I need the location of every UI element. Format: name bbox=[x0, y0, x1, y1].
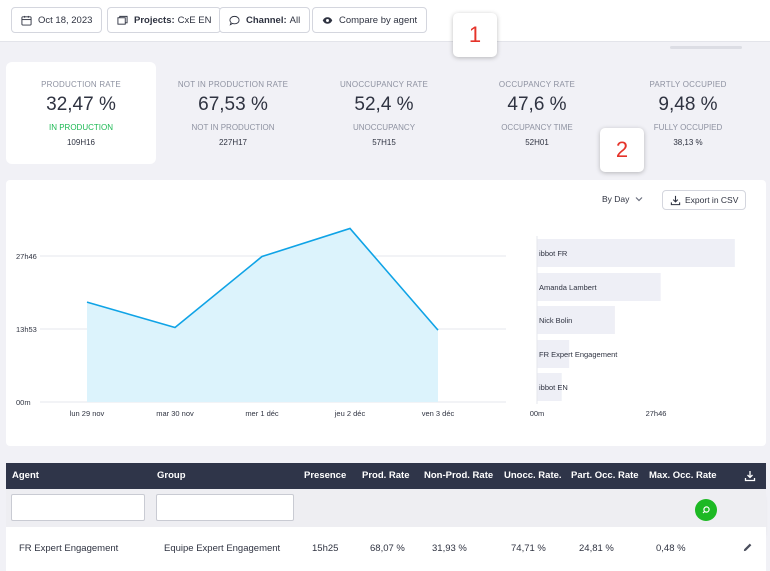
x-tick-label: mer 1 déc bbox=[245, 409, 279, 418]
kpi-label: NOT IN PRODUCTION RATE bbox=[177, 80, 289, 89]
kpi-sub-label: OCCUPANCY TIME bbox=[501, 123, 573, 132]
kpi-time: 52H01 bbox=[525, 138, 549, 147]
kpi-production-rate[interactable]: PRODUCTION RATE 32,47 % IN PRODUCTION 10… bbox=[6, 62, 156, 164]
group-filter-input[interactable] bbox=[156, 494, 294, 521]
kpi-sub-label: UNOCCUPANCY bbox=[352, 123, 416, 132]
kpi-unoccupancy-rate[interactable]: UNOCCUPANCY RATE 52,4 % UNOCCUPANCY 57H1… bbox=[309, 62, 459, 164]
kpi-label: OCCUPANCY RATE bbox=[498, 80, 576, 89]
cell-agent: FR Expert Engagement bbox=[19, 543, 119, 554]
compare-by-agent-label: Compare by agent bbox=[339, 14, 418, 26]
kpi-label: PRODUCTION RATE bbox=[41, 80, 121, 89]
kpi-time: 38,13 % bbox=[673, 138, 703, 147]
x-tick-label: 27h46 bbox=[646, 409, 667, 418]
search-button[interactable] bbox=[695, 499, 717, 521]
cell-prod-rate: 68,07 % bbox=[370, 543, 405, 554]
kpi-not-in-production-rate[interactable]: NOT IN PRODUCTION RATE 67,53 % NOT IN PR… bbox=[158, 62, 308, 164]
x-tick-label: ven 3 déc bbox=[422, 409, 455, 418]
kpi-sub-label: FULLY OCCUPIED bbox=[653, 123, 723, 132]
chat-bubble-icon bbox=[229, 15, 240, 26]
kpi-value: 32,47 % bbox=[46, 94, 116, 115]
kpi-value: 47,6 % bbox=[507, 94, 567, 115]
col-prod-rate[interactable]: Prod. Rate bbox=[362, 470, 410, 481]
period-dropdown[interactable]: By Day bbox=[602, 194, 643, 204]
folders-icon bbox=[117, 15, 128, 25]
projects-filter-label: Projects: bbox=[134, 14, 175, 26]
date-picker-button[interactable]: Oct 18, 2023 bbox=[11, 7, 103, 33]
kpi-value: 67,53 % bbox=[198, 94, 268, 115]
export-csv-label: Export in CSV bbox=[685, 195, 739, 205]
y-tick-label: 00m bbox=[16, 398, 31, 407]
date-label: Oct 18, 2023 bbox=[38, 14, 93, 26]
y-tick-label: 27h46 bbox=[16, 252, 37, 261]
bar[interactable] bbox=[537, 273, 661, 301]
bar[interactable] bbox=[537, 239, 735, 267]
y-tick-label: 13h53 bbox=[16, 325, 37, 334]
col-agent[interactable]: Agent bbox=[12, 470, 39, 481]
channel-filter-value: All bbox=[289, 14, 301, 26]
col-unocc-rate[interactable]: Unocc. Rate. bbox=[504, 470, 562, 481]
kpi-label: PARTLY OCCUPIED bbox=[649, 80, 727, 89]
bar-label: Amanda Lambert bbox=[539, 283, 597, 292]
cell-non-prod-rate: 31,93 % bbox=[432, 543, 467, 554]
download-icon bbox=[670, 195, 681, 205]
kpi-time: 227H17 bbox=[218, 138, 248, 147]
table-filter-row bbox=[6, 489, 766, 527]
projects-filter-button[interactable]: Projects: CxE EN bbox=[107, 7, 222, 33]
cell-group: Equipe Expert Engagement bbox=[164, 543, 281, 554]
channel-filter-label: Channel: bbox=[246, 14, 287, 26]
horizontal-scrollbar[interactable] bbox=[670, 46, 742, 49]
kpi-occupancy-rate[interactable]: OCCUPANCY RATE 47,6 % OCCUPANCY TIME 52H… bbox=[462, 62, 612, 164]
presence-area-chart: 00m 13h53 27h46 lun 29 nov mar 30 nov mer 1 d… bbox=[16, 227, 506, 418]
col-non-prod-rate[interactable]: Non-Prod. Rate bbox=[424, 470, 494, 481]
download-icon[interactable] bbox=[744, 470, 756, 482]
agent-filter-input[interactable] bbox=[11, 494, 145, 521]
col-part-occ-rate[interactable]: Part. Occ. Rate bbox=[571, 470, 639, 481]
export-csv-button[interactable]: Export in CSV bbox=[662, 190, 747, 210]
cell-unocc-rate: 74,71 % bbox=[511, 543, 546, 554]
area-fill bbox=[87, 228, 438, 402]
bar-label: FR Expert Engagement bbox=[539, 350, 618, 359]
bar[interactable] bbox=[537, 306, 615, 334]
col-presence[interactable]: Presence bbox=[304, 470, 347, 481]
kpi-sub-label: IN PRODUCTION bbox=[49, 123, 113, 132]
calendar-icon bbox=[21, 15, 32, 26]
bar-label: ibbot EN bbox=[539, 383, 568, 392]
cell-max-occ-rate: 0,48 % bbox=[656, 543, 686, 554]
bar[interactable] bbox=[537, 340, 570, 368]
kpi-time: 109H16 bbox=[66, 138, 96, 147]
search-icon bbox=[702, 506, 710, 514]
compare-by-agent-button[interactable]: Compare by agent bbox=[312, 7, 428, 33]
x-tick-label: lun 29 nov bbox=[70, 409, 105, 418]
x-tick-label: 00m bbox=[530, 409, 545, 418]
period-dropdown-label: By Day bbox=[602, 194, 630, 204]
cell-presence: 15h25 bbox=[312, 543, 339, 554]
col-max-occ-rate[interactable]: Max. Occ. Rate bbox=[649, 470, 717, 481]
channel-filter-button[interactable]: Channel: All bbox=[219, 7, 311, 33]
bar[interactable] bbox=[537, 373, 562, 401]
table-row[interactable]: FR Expert Engagement Equipe Expert Engag… bbox=[6, 527, 766, 571]
chevron-down-icon bbox=[635, 197, 643, 202]
eye-icon bbox=[322, 16, 333, 24]
callout-2: 2 bbox=[600, 128, 644, 172]
series-line bbox=[86, 227, 439, 331]
x-tick-label: jeu 2 déc bbox=[334, 409, 366, 418]
pencil-icon[interactable] bbox=[742, 542, 753, 553]
projects-filter-value: CxE EN bbox=[177, 14, 212, 26]
kpi-partly-occupied[interactable]: PARTLY OCCUPIED 9,48 % FULLY OCCUPIED 38… bbox=[613, 62, 763, 164]
bar-label: ibbot FR bbox=[539, 249, 568, 258]
callout-1: 1 bbox=[453, 13, 497, 57]
kpi-label: UNOCCUPANCY RATE bbox=[339, 80, 429, 89]
x-tick-label: mar 30 nov bbox=[156, 409, 194, 418]
kpi-value: 9,48 % bbox=[658, 94, 718, 115]
table-header: Agent Group Presence Prod. Rate Non-Prod… bbox=[6, 463, 766, 489]
filter-toolbar: Oct 18, 2023 Projects: CxE EN Channel: A… bbox=[0, 0, 770, 42]
kpi-time: 57H15 bbox=[372, 138, 396, 147]
col-group[interactable]: Group bbox=[157, 470, 186, 481]
kpi-value: 52,4 % bbox=[354, 94, 414, 115]
cell-part-occ-rate: 24,81 % bbox=[579, 543, 614, 554]
kpi-sub-label: NOT IN PRODUCTION bbox=[191, 123, 275, 132]
agent-bar-chart: ibbot FR Amanda Lambert Nick Bolin FR Exper… bbox=[530, 236, 735, 418]
bar-label: Nick Bolin bbox=[539, 316, 572, 325]
